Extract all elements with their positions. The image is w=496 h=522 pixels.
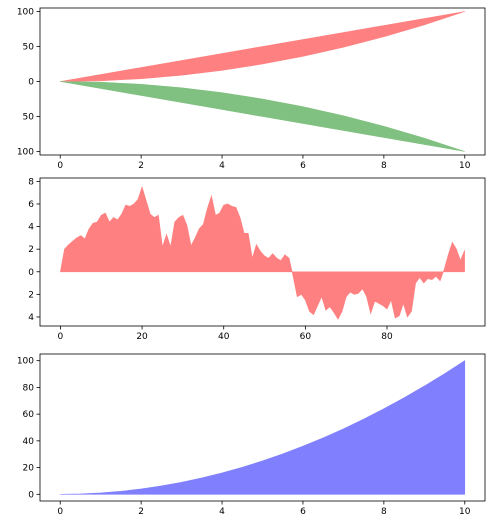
x-tick-label: 6: [300, 161, 306, 171]
x-tick-label: 2: [138, 507, 144, 517]
y-tick-label: 50: [23, 113, 35, 123]
x-tick-label: 6: [300, 507, 306, 517]
x-tick-label: 0: [57, 161, 63, 171]
y-tick-label: 20: [23, 464, 35, 474]
x-tick-label: 4: [219, 161, 225, 171]
y-tick-label: 100: [17, 8, 34, 18]
y-tick-label: 4: [28, 313, 34, 323]
y-tick-label: 4: [28, 223, 34, 233]
y-tick-label: 60: [23, 410, 35, 420]
y-tick-label: 50: [23, 43, 35, 53]
x-tick-label: 10: [459, 161, 471, 171]
x-tick-label: 8: [381, 161, 387, 171]
area-series-1: [60, 187, 464, 319]
subplot-1: 0 2 4 6 8 10 100 50 0 50 100: [17, 8, 485, 172]
x-tick-label: 40: [218, 332, 230, 342]
x-tick-label: 0: [58, 332, 64, 342]
x-tick-label: 4: [219, 507, 225, 517]
x-tick-label: 60: [300, 332, 312, 342]
y-tick-label: 2: [28, 245, 34, 255]
y-tick-label: 0: [28, 268, 34, 278]
y-tick-label: 40: [23, 437, 35, 447]
area-series-1: [60, 361, 465, 495]
y-tick-label: 100: [17, 148, 34, 158]
x-tick-label: 2: [138, 161, 144, 171]
y-tick-label: 8: [28, 177, 34, 187]
x-tick-label: 20: [136, 332, 148, 342]
area-series-1: [60, 12, 465, 82]
axes-frame: [40, 8, 485, 155]
y-tick-label: 0: [28, 490, 34, 500]
y-tick-label: 6: [28, 200, 34, 210]
x-tick-label: 8: [381, 507, 387, 517]
x-tick-label: 0: [57, 507, 63, 517]
area-series-2: [60, 82, 465, 152]
y-tick-label: 100: [17, 357, 34, 367]
x-tick-label: 10: [459, 507, 471, 517]
y-tick-label: 80: [23, 383, 35, 393]
y-tick-label: 2: [28, 290, 34, 300]
x-tick-label: 80: [381, 332, 393, 342]
y-tick-label: 0: [28, 78, 34, 88]
